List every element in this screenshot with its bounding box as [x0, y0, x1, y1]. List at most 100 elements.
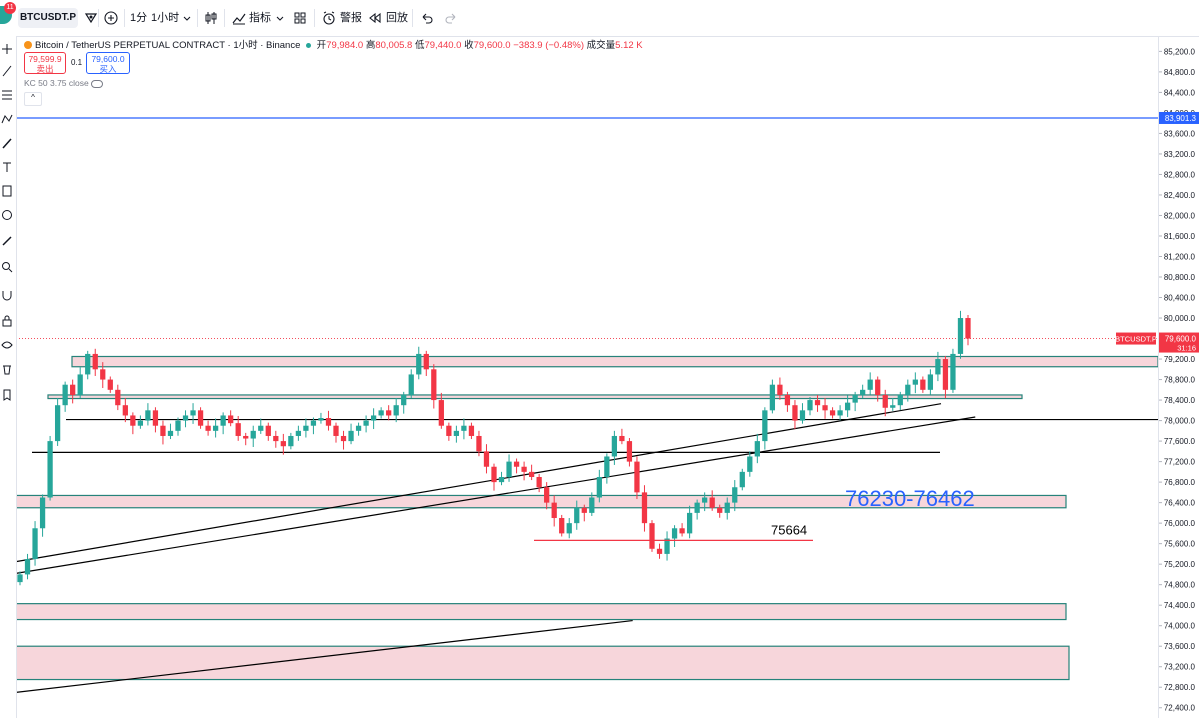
- high-label: 高: [365, 40, 376, 51]
- candle-body: [664, 538, 670, 554]
- crosshair-icon[interactable]: [1, 42, 13, 56]
- chevron-down-icon[interactable]: [178, 9, 196, 27]
- price-tick-label: 81,200.0: [1164, 252, 1196, 261]
- price-tick-label: 74,000.0: [1164, 622, 1196, 631]
- candle-body: [122, 405, 128, 416]
- candle-body: [416, 353, 422, 375]
- indicators-icon[interactable]: [230, 9, 248, 27]
- candle-body: [145, 410, 151, 421]
- candle-type-icon[interactable]: [202, 9, 220, 27]
- bookmark-icon[interactable]: [1, 388, 13, 402]
- brush-icon[interactable]: [1, 136, 13, 150]
- countdown-label: 31:16: [1177, 344, 1196, 353]
- price-tick-label: 72,800.0: [1164, 683, 1196, 692]
- trendline-icon[interactable]: [1, 64, 13, 78]
- price-tick-label: 78,400.0: [1164, 396, 1196, 405]
- buy-button[interactable]: 79,600.0 买入: [86, 52, 130, 74]
- candle-body: [912, 379, 918, 385]
- alert-clock-icon[interactable]: [320, 9, 338, 27]
- candle-body: [348, 430, 354, 442]
- price-tick-label: 73,600.0: [1164, 642, 1196, 651]
- price-tick-label: 76,800.0: [1164, 478, 1196, 487]
- candle-body: [24, 559, 31, 575]
- pattern-icon[interactable]: [1, 112, 13, 126]
- undo-icon[interactable]: [418, 9, 436, 27]
- candle-body: [852, 394, 858, 403]
- magnet-icon[interactable]: [1, 288, 13, 302]
- candle-body: [686, 512, 693, 534]
- price-tick-label: 77,600.0: [1164, 437, 1196, 446]
- ruler-icon[interactable]: [1, 234, 13, 248]
- candle-body: [340, 435, 347, 442]
- trendline: [15, 619, 633, 693]
- price-tick-label: 80,800.0: [1164, 273, 1196, 282]
- candle-body: [498, 476, 505, 483]
- candle-body: [897, 394, 903, 406]
- candle-body: [39, 497, 46, 529]
- eye-icon[interactable]: [1, 338, 13, 352]
- price-tick-label: 78,800.0: [1164, 376, 1196, 385]
- chevron-down-icon[interactable]: [271, 9, 289, 27]
- close-label: 收: [464, 40, 474, 51]
- redo-icon[interactable]: [442, 9, 460, 27]
- volume-label: 成交量: [586, 40, 616, 51]
- support-level-label: 75664: [771, 522, 807, 537]
- candle-body: [581, 507, 587, 513]
- price-tick-label: 76,000.0: [1164, 519, 1196, 528]
- lock-icon[interactable]: [1, 314, 13, 328]
- candle-body: [107, 379, 113, 390]
- indicators-button[interactable]: 指标: [249, 12, 271, 24]
- candle-body: [220, 415, 226, 426]
- sell-button[interactable]: 79,599.9 卖出: [24, 52, 66, 74]
- candle-body: [318, 418, 324, 421]
- candle-body: [769, 384, 776, 411]
- emoji-icon[interactable]: [1, 208, 13, 222]
- price-tick-label: 82,800.0: [1164, 170, 1196, 179]
- candle-body: [212, 425, 219, 431]
- candle-body: [950, 353, 956, 390]
- symbol-search-button[interactable]: BTCUSDT.P: [18, 8, 78, 28]
- candle-body: [566, 523, 572, 534]
- zone-annotation-label: 76230-76462: [845, 486, 975, 511]
- price-axis[interactable]: 85,200.084,800.084,400.084,000.083,600.0…: [1115, 36, 1199, 718]
- trash-icon[interactable]: [1, 362, 13, 376]
- collapse-legend-button[interactable]: ^: [24, 92, 42, 106]
- buy-label: 买入: [99, 64, 117, 74]
- candle-body: [656, 548, 663, 554]
- measure-icon[interactable]: [1, 184, 13, 198]
- replay-button[interactable]: 回放: [386, 12, 408, 24]
- layout-grid-icon[interactable]: [291, 9, 309, 27]
- candle-body: [280, 441, 286, 447]
- price-tick-label: 83,200.0: [1164, 150, 1196, 159]
- price-tick-label: 74,400.0: [1164, 601, 1196, 610]
- price-tick-label: 83,600.0: [1164, 129, 1196, 138]
- alert-button[interactable]: 警报: [340, 12, 362, 24]
- interval-1m[interactable]: 1分: [130, 12, 148, 24]
- candle-body: [860, 389, 866, 395]
- candle-body: [355, 425, 362, 431]
- sell-price: 79,599.9: [28, 54, 62, 64]
- toolbar-divider: [412, 9, 413, 27]
- replay-icon[interactable]: [366, 9, 384, 27]
- price-tick-label: 82,000.0: [1164, 211, 1196, 220]
- candle-body: [438, 400, 444, 426]
- interval-1h[interactable]: 1小时: [151, 12, 180, 24]
- candle-body: [528, 471, 535, 477]
- candle-body: [626, 441, 633, 462]
- candle-body: [491, 466, 497, 483]
- candle-body: [47, 441, 53, 498]
- zoom-icon[interactable]: [1, 260, 13, 274]
- indicator-legend[interactable]: KC 50 3.75 close: [24, 78, 104, 88]
- candle-body: [513, 461, 520, 467]
- eye-icon[interactable]: [91, 79, 104, 88]
- toolbar-divider: [197, 9, 198, 27]
- text-icon[interactable]: [1, 160, 13, 174]
- symbol-title[interactable]: Bitcoin / TetherUS PERPETUAL CONTRACT · …: [35, 40, 301, 51]
- candle-body: [70, 384, 76, 395]
- candle-body: [54, 405, 61, 442]
- fib-icon[interactable]: [1, 88, 13, 102]
- watchlist-icon[interactable]: [82, 9, 100, 27]
- add-symbol-icon[interactable]: [102, 9, 120, 27]
- candle-body: [175, 420, 181, 431]
